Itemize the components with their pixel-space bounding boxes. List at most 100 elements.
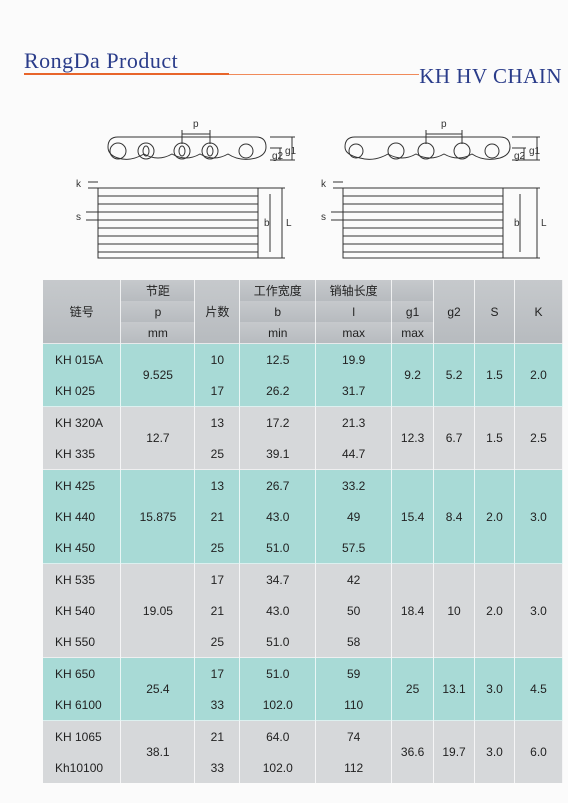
left-label-L: L — [286, 218, 292, 229]
cell-b: 26.7 — [239, 469, 317, 501]
cell-b: 51.0 — [239, 532, 317, 564]
header-k: K — [514, 280, 564, 344]
header-g1-unit: max — [391, 322, 435, 344]
left-side-view — [107, 130, 295, 161]
table-row: KH 550 25 51.0 58 — [43, 626, 563, 658]
cell-pitch: 12.7 — [120, 406, 196, 470]
cell-pitch: 9.525 — [120, 343, 196, 407]
right-label-k: k — [321, 179, 327, 190]
header-width-sym: b — [239, 301, 317, 322]
cell-s: 3.0 — [474, 657, 515, 721]
cell-k: 2.5 — [514, 406, 564, 470]
header-rule — [24, 73, 229, 75]
spec-table-body: KH 015A 9.525 10 12.5 19.9 9.2 5.2 1.5 2… — [43, 343, 564, 783]
cell-plates: 25 — [194, 532, 241, 564]
header-g2: g2 — [433, 280, 476, 344]
cell-plates: 33 — [194, 752, 241, 783]
header-pin-cn: 销轴长度 — [315, 280, 393, 301]
cell-b: 12.5 — [239, 343, 317, 375]
cell-model: KH 650 — [43, 657, 122, 689]
cell-pitch: 25.4 — [120, 657, 196, 721]
cell-plates: 21 — [194, 720, 241, 752]
right-side-view — [344, 130, 540, 161]
right-label-g2: g2 — [514, 151, 526, 162]
table-row: KH 425 15.875 13 26.7 33.2 15.4 8.4 2.0 … — [43, 469, 564, 564]
cell-k: 2.0 — [514, 343, 564, 407]
cell-b: 39.1 — [239, 438, 317, 470]
cell-l: 49 — [315, 501, 393, 532]
cell-s: 1.5 — [474, 406, 515, 470]
cell-model: KH 025 — [43, 375, 122, 407]
header-width-cn: 工作宽度 — [239, 280, 317, 301]
right-label-L: L — [541, 218, 547, 229]
cell-g2: 10 — [433, 563, 476, 658]
cell-b: 43.0 — [239, 501, 317, 532]
cell-l: 31.7 — [315, 375, 393, 407]
cell-l: 19.9 — [315, 343, 393, 375]
cell-plates: 25 — [194, 626, 241, 658]
cell-model: Kh10100 — [43, 752, 122, 783]
cell-g2: 19.7 — [433, 720, 476, 783]
cell-l: 50 — [315, 595, 393, 626]
cell-model: KH 440 — [43, 501, 122, 532]
table-row: KH 025 17 26.2 31.7 — [43, 375, 563, 407]
header-chain-no: 链号 — [43, 280, 122, 344]
header-width-unit: min — [239, 322, 317, 344]
cell-model: KH 425 — [43, 469, 122, 501]
cell-l: 57.5 — [315, 532, 393, 564]
cell-b: 51.0 — [239, 626, 317, 658]
cell-plates: 17 — [194, 375, 241, 407]
chain-drawings: p g2 g1 k s b L p g2 g1 k s b L — [0, 110, 568, 280]
cell-model: KH 550 — [43, 626, 122, 658]
right-label-p: p — [441, 119, 447, 130]
brand-title: RongDa Product — [24, 48, 179, 73]
table-row: KH 540 21 43.0 50 — [43, 595, 563, 626]
spec-table-head: 链号 节距 片数 工作宽度 销轴长度 g2 S K p b l g1 mm mi… — [43, 280, 564, 344]
table-row: KH 320A 12.7 13 17.2 21.3 12.3 6.7 1.5 2… — [43, 406, 564, 470]
chain-drawings-svg: p g2 g1 k s b L p g2 g1 k s b L — [76, 119, 547, 259]
left-label-b: b — [264, 218, 270, 229]
cell-b: 102.0 — [239, 689, 317, 721]
cell-plates: 17 — [194, 657, 241, 689]
right-plan-view — [331, 181, 540, 259]
cell-plates: 10 — [194, 343, 241, 375]
cell-model: KH 535 — [43, 563, 122, 595]
right-label-s: s — [321, 212, 326, 223]
cell-pitch: 15.875 — [120, 469, 196, 564]
left-label-g1: g1 — [285, 146, 297, 157]
cell-pitch: 38.1 — [120, 720, 196, 783]
left-label-k: k — [76, 179, 82, 190]
cell-model: KH 320A — [43, 406, 122, 438]
cell-b: 102.0 — [239, 752, 317, 783]
cell-g1: 12.3 — [391, 406, 435, 470]
cell-g1: 9.2 — [391, 343, 435, 407]
cell-l: 59 — [315, 657, 393, 689]
header-pitch-unit: mm — [120, 322, 196, 344]
right-label-b: b — [514, 218, 520, 229]
cell-s: 1.5 — [474, 343, 515, 407]
header-pitch-sym: p — [120, 301, 196, 322]
cell-plates: 13 — [194, 406, 241, 438]
cell-s: 3.0 — [474, 720, 515, 783]
table-row: KH 650 25.4 17 51.0 59 25 13.1 3.0 4.5 — [43, 657, 564, 721]
cell-l: 42 — [315, 563, 393, 595]
cell-model: KH 1065 — [43, 720, 122, 752]
table-row: Kh10100 33 102.0 112 — [43, 752, 563, 783]
cell-b: 17.2 — [239, 406, 317, 438]
cell-g2: 13.1 — [433, 657, 476, 721]
header-pin-sym: l — [315, 301, 393, 322]
cell-model: KH 015A — [43, 343, 122, 375]
cell-g1: 18.4 — [391, 563, 435, 658]
cell-g1: 15.4 — [391, 469, 435, 564]
table-row: KH 1065 38.1 21 64.0 74 36.6 19.7 3.0 6.… — [43, 720, 564, 783]
cell-k: 6.0 — [514, 720, 564, 783]
left-plan-view — [86, 181, 285, 259]
cell-g2: 6.7 — [433, 406, 476, 470]
cell-g2: 5.2 — [433, 343, 476, 407]
cell-l: 44.7 — [315, 438, 393, 470]
cell-plates: 13 — [194, 469, 241, 501]
cell-pitch: 19.05 — [120, 563, 196, 658]
series-title: KH HV CHAIN — [419, 64, 562, 88]
table-row: KH 335 25 39.1 44.7 — [43, 438, 563, 470]
cell-plates: 33 — [194, 689, 241, 721]
